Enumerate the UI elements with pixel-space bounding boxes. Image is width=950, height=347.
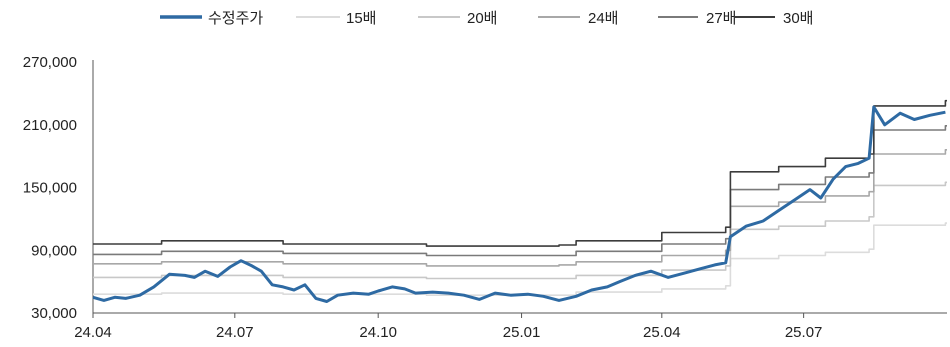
x-tick-label: 24.04 — [74, 324, 112, 341]
y-tick-label: 210,000 — [23, 117, 77, 134]
legend-label-3: 24배 — [588, 10, 619, 27]
x-tick-label: 24.10 — [359, 324, 397, 341]
y-tick-label: 150,000 — [23, 180, 77, 197]
legend-label-1: 15배 — [346, 10, 377, 27]
y-tick-label: 90,000 — [31, 242, 77, 259]
y-axis: 30,000 90,000 150,000 210,000 270,000 — [23, 54, 94, 322]
y-tick-label: 270,000 — [23, 54, 77, 71]
legend-label-5: 30배 — [783, 10, 814, 27]
legend-label-0: 수정주가 — [208, 10, 263, 27]
x-tick-label: 24.07 — [216, 324, 254, 341]
series-line-band-2 — [93, 181, 947, 280]
x-axis: 24.04 24.07 24.10 25.01 25.04 25.07 — [74, 312, 947, 341]
series-line-band-4 — [93, 125, 947, 257]
series-line-band-1 — [93, 222, 947, 296]
x-tick-label: 25.04 — [643, 324, 681, 341]
series-line-price — [92, 105, 946, 303]
x-tick-label: 25.01 — [503, 324, 541, 341]
x-tick-label: 25.07 — [785, 324, 823, 341]
y-tick-label: 30,000 — [31, 305, 77, 322]
legend: 수정주가 15배 20배 24배 27배 30배 — [160, 10, 814, 27]
legend-label-2: 20배 — [467, 10, 498, 27]
series-layer — [92, 99, 947, 303]
series-line-band-3 — [93, 149, 947, 267]
series-line-band-5 — [93, 99, 947, 247]
legend-label-4: 27배 — [706, 10, 737, 27]
